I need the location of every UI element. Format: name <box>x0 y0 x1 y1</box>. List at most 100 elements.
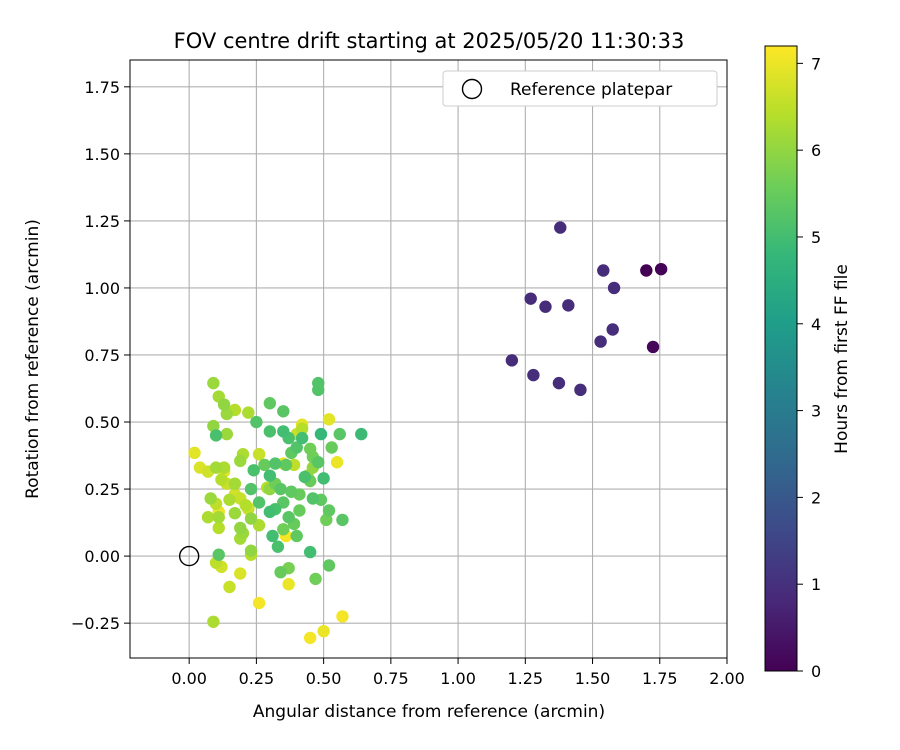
data-point <box>215 473 228 486</box>
colorbar-tick-label: 4 <box>811 315 821 334</box>
data-point <box>562 299 575 312</box>
reference-marker <box>178 545 200 567</box>
data-point <box>290 441 303 454</box>
data-point <box>295 431 309 445</box>
data-point <box>263 505 277 519</box>
data-point <box>263 469 277 482</box>
data-points <box>188 221 668 645</box>
y-tick-label: 0.25 <box>84 480 120 499</box>
data-point <box>201 511 215 524</box>
x-tick-label: 1.25 <box>507 669 543 688</box>
data-point <box>274 482 287 496</box>
data-point <box>220 407 234 421</box>
data-point <box>277 425 290 438</box>
x-tick-label: 0.25 <box>239 669 275 688</box>
data-point <box>524 292 537 305</box>
data-point <box>295 422 309 435</box>
data-point <box>290 529 303 543</box>
data-point <box>322 413 336 426</box>
colorbar: 0 1 2 3 4 5 6 7 Hours from first FF file <box>764 45 852 681</box>
data-point <box>207 376 220 390</box>
colorbar-tick-label: 5 <box>811 228 821 247</box>
y-tick-label: 1.00 <box>84 279 120 298</box>
data-point <box>312 383 325 397</box>
y-tick-label: −0.25 <box>71 614 120 633</box>
data-point <box>271 540 285 553</box>
data-point <box>220 427 234 441</box>
data-point <box>274 565 287 579</box>
data-point <box>330 456 344 469</box>
x-tick-label: 0.50 <box>306 669 342 688</box>
data-point <box>554 221 567 234</box>
data-point <box>309 572 322 586</box>
colorbar-tick-label: 6 <box>811 141 821 160</box>
chart-title: FOV centre drift starting at 2025/05/20 … <box>174 29 685 53</box>
y-axis-label: Rotation from reference (arcmin) <box>23 219 43 499</box>
data-point <box>207 419 220 433</box>
data-point <box>223 580 236 594</box>
legend-marker <box>461 78 483 100</box>
colorbar-ticks: 0 1 2 3 4 5 6 7 <box>797 54 821 681</box>
data-point <box>212 521 225 535</box>
data-point <box>312 456 325 469</box>
data-point <box>640 264 653 277</box>
x-tick-label: 2.00 <box>709 669 745 688</box>
x-tick-label: 1.00 <box>440 669 476 688</box>
data-point <box>223 493 236 506</box>
data-point <box>269 457 282 470</box>
colorbar-tick-label: 7 <box>811 54 821 73</box>
data-point <box>574 383 587 397</box>
data-point <box>234 567 247 580</box>
y-tick-label: 0.50 <box>84 413 120 432</box>
grid-lines <box>130 60 727 658</box>
data-point <box>293 504 306 517</box>
legend: Reference platepar <box>442 70 718 107</box>
data-point <box>279 458 293 472</box>
data-point <box>607 281 621 295</box>
data-point <box>527 368 540 382</box>
data-point <box>250 415 263 429</box>
data-point <box>303 545 317 559</box>
data-point <box>306 492 320 505</box>
data-point <box>322 504 336 517</box>
data-point <box>234 454 247 468</box>
y-axis-ticks: −0.25 0.00 0.25 0.50 0.75 1.00 1.25 1.50 1.75 <box>71 78 130 633</box>
data-point <box>505 354 519 367</box>
legend-box <box>442 70 718 107</box>
data-point <box>594 335 607 348</box>
data-point <box>244 544 258 557</box>
data-point <box>242 406 255 419</box>
data-point <box>212 511 225 524</box>
colorbar-tick-label: 2 <box>811 488 821 507</box>
y-tick-label: 1.50 <box>84 145 120 164</box>
x-axis-ticks: 0.00 0.25 0.50 0.75 1.00 1.25 1.50 1.75 2.00 <box>171 658 745 688</box>
data-point <box>539 300 552 313</box>
data-point <box>244 512 258 525</box>
colorbar-tick-label: 3 <box>811 402 821 421</box>
data-point <box>247 464 260 477</box>
data-point <box>228 477 242 490</box>
data-point <box>336 610 349 623</box>
data-point <box>258 458 271 472</box>
x-tick-label: 1.50 <box>575 669 611 688</box>
data-point <box>314 427 328 441</box>
data-point <box>320 513 333 527</box>
data-point <box>336 513 349 527</box>
y-tick-label: 1.25 <box>84 212 120 231</box>
data-point <box>188 446 201 460</box>
data-point <box>252 496 266 509</box>
data-point <box>244 482 258 496</box>
data-point <box>355 427 368 441</box>
data-point <box>654 262 668 276</box>
colorbar-tick-label: 1 <box>811 575 821 594</box>
y-tick-label: 0.00 <box>84 547 120 566</box>
plot-frame <box>129 59 728 659</box>
data-point <box>209 461 223 474</box>
data-point <box>266 529 279 543</box>
data-point <box>277 523 290 536</box>
data-point <box>252 447 266 461</box>
x-tick-label: 1.75 <box>642 669 678 688</box>
data-point <box>207 615 220 628</box>
